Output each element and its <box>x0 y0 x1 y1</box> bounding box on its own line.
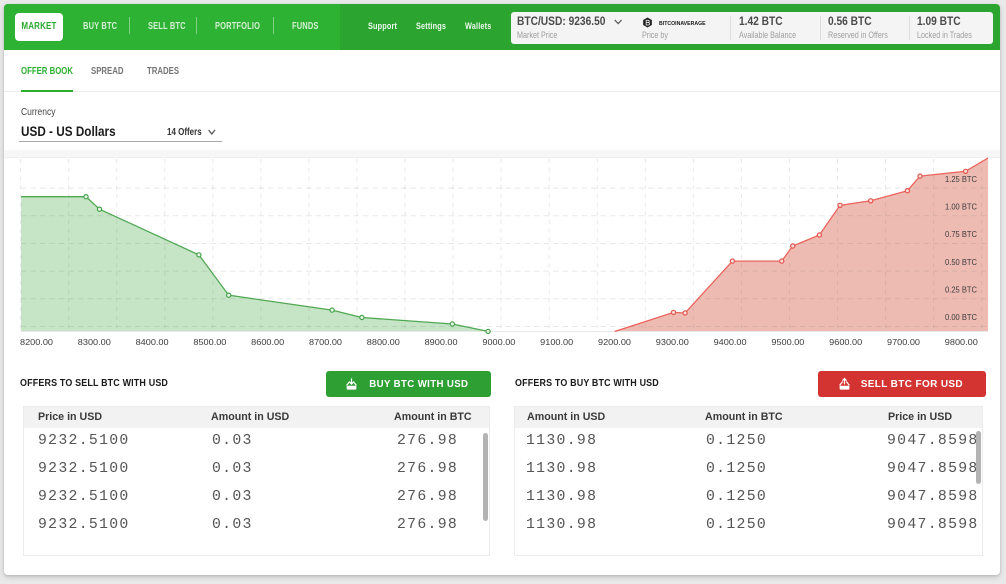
svg-text:8300.00: 8300.00 <box>78 337 111 347</box>
svg-text:1.00 BTC: 1.00 BTC <box>945 201 977 211</box>
svg-text:0.75 BTC: 0.75 BTC <box>945 229 977 239</box>
svg-text:9200.00: 9200.00 <box>598 337 631 347</box>
svg-text:8500.00: 8500.00 <box>193 337 226 347</box>
svg-text:9800.00: 9800.00 <box>945 337 978 347</box>
svg-text:0.50 BTC: 0.50 BTC <box>945 257 977 267</box>
svg-text:8200.00: 8200.00 <box>20 337 53 347</box>
svg-text:0.25 BTC: 0.25 BTC <box>945 285 977 295</box>
svg-text:8900.00: 8900.00 <box>425 337 458 347</box>
svg-text:9100.00: 9100.00 <box>540 337 573 347</box>
svg-text:8600.00: 8600.00 <box>251 337 284 347</box>
svg-text:9000.00: 9000.00 <box>482 337 515 347</box>
svg-text:8400.00: 8400.00 <box>136 337 169 347</box>
svg-text:8800.00: 8800.00 <box>367 337 400 347</box>
svg-text:9600.00: 9600.00 <box>829 337 862 347</box>
svg-text:8700.00: 8700.00 <box>309 337 342 347</box>
svg-text:9300.00: 9300.00 <box>656 337 689 347</box>
svg-text:9400.00: 9400.00 <box>714 337 747 347</box>
svg-text:1.25 BTC: 1.25 BTC <box>945 174 977 184</box>
svg-text:9700.00: 9700.00 <box>887 337 920 347</box>
svg-text:0.00 BTC: 0.00 BTC <box>945 312 977 322</box>
svg-text:9500.00: 9500.00 <box>771 337 804 347</box>
